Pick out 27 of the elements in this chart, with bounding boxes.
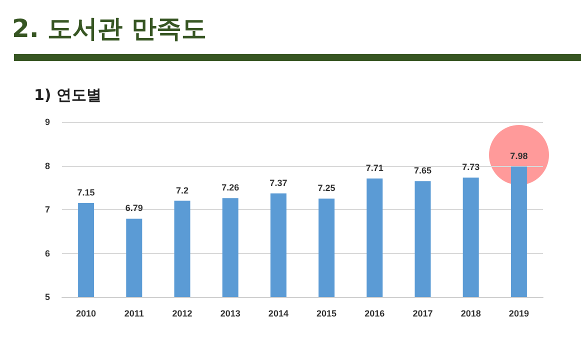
x-tick-label: 2011 xyxy=(124,308,144,318)
chart-title: 2. 도서관 만족도 xyxy=(12,13,206,45)
data-label: 7.25 xyxy=(318,183,336,194)
x-tick-label: 2018 xyxy=(460,308,481,318)
x-tick-label: 2013 xyxy=(220,308,240,318)
x-tick-label: 2015 xyxy=(316,308,337,318)
data-label: 7.37 xyxy=(270,178,288,188)
x-tick-label: 2017 xyxy=(412,308,433,318)
data-label: 7.65 xyxy=(414,166,432,176)
data-label: 6.79 xyxy=(125,203,143,214)
x-tick-label: 2012 xyxy=(172,308,192,318)
y-tick-label: 7 xyxy=(44,204,50,214)
x-tick-label: 2010 xyxy=(76,308,96,318)
chart-subtitle: 1) 연도별 xyxy=(34,86,102,105)
data-label: 7.73 xyxy=(462,162,480,172)
data-label: 7.71 xyxy=(366,162,384,173)
data-label: 7.98 xyxy=(510,151,528,162)
data-label: 7.15 xyxy=(77,187,95,198)
data-label: 7.26 xyxy=(222,182,240,193)
data-label: 7.2 xyxy=(176,185,189,196)
x-tick-label: 2016 xyxy=(364,308,385,318)
y-tick-label: 8 xyxy=(44,160,50,171)
y-tick-label: 5 xyxy=(44,292,50,302)
x-tick-label: 2014 xyxy=(268,308,288,318)
x-tick-label: 2019 xyxy=(508,308,529,318)
y-tick-label: 6 xyxy=(44,248,50,258)
y-tick-label: 9 xyxy=(44,117,50,127)
